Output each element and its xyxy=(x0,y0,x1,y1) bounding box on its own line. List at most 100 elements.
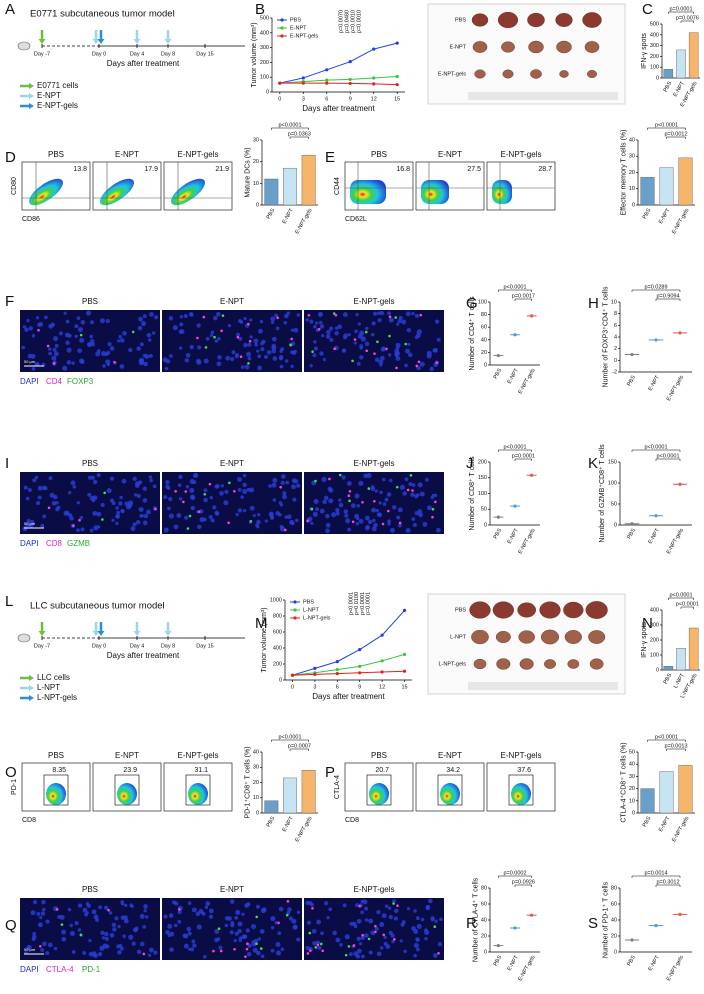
x-tick-label: PBS xyxy=(266,815,277,828)
nucleus xyxy=(67,333,72,338)
panel-label: D xyxy=(5,149,16,166)
nucleus xyxy=(371,321,376,326)
nucleus xyxy=(282,491,287,496)
nucleus xyxy=(230,357,235,362)
nucleus xyxy=(271,336,277,342)
nucleus xyxy=(430,917,435,922)
nucleus xyxy=(420,917,425,922)
micrograph xyxy=(162,898,302,960)
nucleus xyxy=(413,909,417,913)
nucleus xyxy=(376,951,382,957)
nucleus xyxy=(355,903,360,908)
legend-label: E-NPT-gels xyxy=(290,33,318,39)
tumor xyxy=(518,630,535,644)
nucleus xyxy=(97,951,103,957)
nucleus xyxy=(439,917,443,921)
nucleus xyxy=(90,342,96,347)
nucleus xyxy=(364,525,370,531)
nucleus xyxy=(266,350,272,355)
nucleus xyxy=(360,954,365,959)
nucleus xyxy=(289,519,295,525)
flow-percent: 23.9 xyxy=(123,767,137,774)
nucleus xyxy=(316,919,322,925)
p-value: p<0.0001 xyxy=(503,444,526,450)
tumor xyxy=(587,70,597,78)
nucleus xyxy=(247,342,252,347)
p-value: p=0.0013 xyxy=(664,743,687,749)
nucleus xyxy=(335,937,341,943)
nucleus xyxy=(189,487,195,493)
nucleus xyxy=(93,479,98,485)
nucleus xyxy=(284,359,289,363)
nucleus xyxy=(357,322,361,326)
y-tick-label: 600 xyxy=(273,629,282,635)
nucleus xyxy=(33,900,38,905)
nucleus xyxy=(319,324,325,329)
nucleus xyxy=(48,351,53,356)
nucleus xyxy=(167,923,173,929)
y-axis-label: Number of FOXP3⁺CD4⁺ T cells xyxy=(602,286,609,387)
nucleus xyxy=(387,906,392,910)
nucleus xyxy=(325,513,330,519)
nucleus xyxy=(293,925,298,929)
y-tick-label: 0 xyxy=(632,810,635,816)
marker-cell xyxy=(431,515,434,519)
nucleus xyxy=(248,487,255,493)
bar xyxy=(659,771,674,814)
p-value: p<0.0001 xyxy=(676,601,699,607)
bar xyxy=(264,800,279,814)
y-tick-label: 10 xyxy=(611,299,617,305)
photo-row-label: PBS xyxy=(455,607,466,613)
nucleus xyxy=(410,492,415,497)
nucleus xyxy=(88,951,94,957)
nucleus xyxy=(231,350,236,355)
x-tick-label: E-NPT-gels xyxy=(666,955,685,983)
nucleus xyxy=(401,319,407,325)
marker-cell xyxy=(286,900,290,903)
p-value: p=0.0001 xyxy=(366,592,372,615)
stain-label: CD8 xyxy=(46,539,63,548)
nucleus xyxy=(407,352,413,358)
nucleus xyxy=(214,929,220,934)
dot xyxy=(630,938,634,942)
marker-cell xyxy=(186,527,190,530)
x-tick-label: E-NPT-gels xyxy=(671,208,690,236)
flow-density xyxy=(28,178,64,206)
flow-density xyxy=(492,180,512,204)
nucleus xyxy=(417,482,423,488)
nucleus xyxy=(186,926,192,932)
marker-cell xyxy=(374,930,377,934)
nucleus xyxy=(379,921,385,928)
nucleus xyxy=(249,505,255,511)
nucleus xyxy=(387,353,392,357)
x-tick-label: E-NPT-gels xyxy=(517,528,536,556)
nucleus xyxy=(143,513,149,519)
nucleus xyxy=(118,334,122,339)
marker-cell xyxy=(314,946,318,949)
nucleus xyxy=(416,923,422,930)
nucleus xyxy=(383,935,387,940)
nucleus xyxy=(208,514,213,520)
significance-bracket xyxy=(271,739,309,742)
nucleus xyxy=(275,941,281,948)
nucleus xyxy=(124,903,128,908)
flow-group-label: E-NPT xyxy=(438,751,462,760)
nucleus xyxy=(379,363,383,367)
bar xyxy=(676,648,686,671)
nucleus xyxy=(270,516,274,520)
nucleus xyxy=(128,347,133,353)
marker-cell xyxy=(79,933,83,937)
tumor xyxy=(563,601,584,619)
nucleus xyxy=(347,333,351,337)
stain-label: FOXP3 xyxy=(67,377,94,386)
nucleus xyxy=(189,478,195,485)
nucleus xyxy=(149,312,154,317)
nucleus xyxy=(372,311,378,316)
significance-bracket xyxy=(514,298,532,301)
nucleus xyxy=(143,909,147,913)
nucleus xyxy=(312,353,317,358)
nucleus xyxy=(99,318,105,324)
y-tick-label: 100 xyxy=(478,491,487,497)
image-group-label: PBS xyxy=(82,885,98,894)
nucleus xyxy=(105,350,111,355)
